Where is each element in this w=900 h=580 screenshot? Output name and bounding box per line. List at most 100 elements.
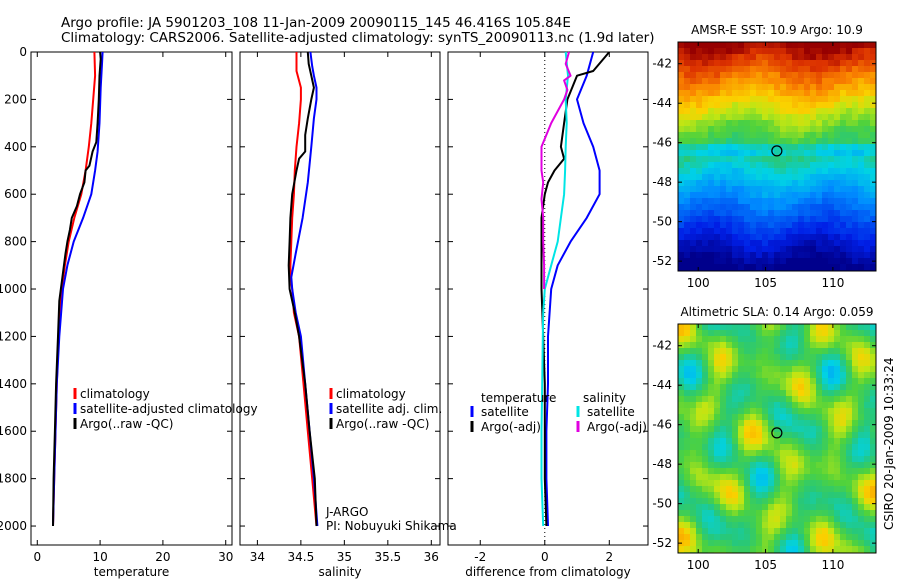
map-cell <box>804 216 811 223</box>
map-cell <box>726 144 733 151</box>
map-cell <box>870 402 877 409</box>
map-cell <box>804 378 811 385</box>
map-field-cells <box>678 42 877 272</box>
map-cell <box>840 54 847 61</box>
map-cell <box>858 192 865 199</box>
map-cell <box>720 228 727 235</box>
map-cell <box>828 354 835 361</box>
map-cell <box>840 516 847 523</box>
map-cell <box>762 348 769 355</box>
map-cell <box>768 372 775 379</box>
map-cell <box>732 102 739 109</box>
map-cell <box>702 408 709 415</box>
map-cell <box>702 162 709 169</box>
map-cell <box>828 402 835 409</box>
map-cell <box>702 132 709 139</box>
map-cell <box>738 234 745 241</box>
map-cell <box>792 528 799 535</box>
map-cell <box>798 390 805 397</box>
map-cell <box>804 516 811 523</box>
map-cell <box>840 216 847 223</box>
map-cell <box>780 138 787 145</box>
map-cell <box>798 474 805 481</box>
map-cell <box>810 246 817 253</box>
map-cell <box>744 264 751 271</box>
map-cell <box>756 180 763 187</box>
map-cell <box>750 222 757 229</box>
map-cell <box>774 462 781 469</box>
map-cell <box>804 252 811 259</box>
map-cell <box>822 372 829 379</box>
map-cell <box>762 384 769 391</box>
map-cell <box>864 372 871 379</box>
map-cell <box>834 240 841 247</box>
map-cell <box>744 504 751 511</box>
map-cell <box>696 252 703 259</box>
map-cell <box>870 504 877 511</box>
map-cell <box>768 444 775 451</box>
map-cell <box>690 204 697 211</box>
map-cell <box>834 108 841 115</box>
map-cell <box>726 336 733 343</box>
map-cell <box>780 204 787 211</box>
map-cell <box>870 522 877 529</box>
map-cell <box>816 450 823 457</box>
map-cell <box>690 72 697 79</box>
map-cell <box>804 528 811 535</box>
map-cell <box>678 516 685 523</box>
map-cell <box>684 72 691 79</box>
map-cell <box>786 114 793 121</box>
map-cell <box>852 426 859 433</box>
map-cell <box>828 252 835 259</box>
map-cell <box>768 510 775 517</box>
map-cell <box>684 138 691 145</box>
map-cell <box>732 456 739 463</box>
map-cell <box>858 438 865 445</box>
map-cell <box>834 132 841 139</box>
map-cell <box>864 396 871 403</box>
map-cell <box>768 144 775 151</box>
map-cell <box>738 438 745 445</box>
map-cell <box>708 528 715 535</box>
map-cell <box>852 102 859 109</box>
map-cell <box>756 486 763 493</box>
map-cell <box>810 180 817 187</box>
map-cell <box>750 330 757 337</box>
x-axis-label: difference from climatology <box>465 565 631 579</box>
map-cell <box>834 408 841 415</box>
map-cell <box>744 108 751 115</box>
map-cell <box>714 390 721 397</box>
map-cell <box>786 546 793 553</box>
map-cell <box>822 378 829 385</box>
map-cell <box>678 42 685 49</box>
map-cell <box>690 198 697 205</box>
map-cell <box>768 432 775 439</box>
map-cell <box>762 462 769 469</box>
map-cell <box>690 330 697 337</box>
map-cell <box>840 366 847 373</box>
map-cell <box>858 246 865 253</box>
map-cell <box>786 120 793 127</box>
map-cell <box>696 186 703 193</box>
map-cell <box>708 216 715 223</box>
map-cell <box>732 324 739 331</box>
map-cell <box>774 210 781 217</box>
map-cell <box>720 534 727 541</box>
map-cell <box>792 246 799 253</box>
legend-label: Argo(..raw -QC) <box>336 417 429 431</box>
map-cell <box>852 222 859 229</box>
map-cell <box>798 438 805 445</box>
map-cell <box>822 462 829 469</box>
map-cell <box>690 516 697 523</box>
map-cell <box>864 462 871 469</box>
map-cell <box>780 114 787 121</box>
map-cell <box>834 516 841 523</box>
map-cell <box>852 414 859 421</box>
map-cell <box>696 156 703 163</box>
map-cell <box>738 192 745 199</box>
map-cell <box>804 540 811 547</box>
map-cell <box>822 540 829 547</box>
map-cell <box>714 228 721 235</box>
map-cell <box>822 420 829 427</box>
map-cell <box>810 492 817 499</box>
